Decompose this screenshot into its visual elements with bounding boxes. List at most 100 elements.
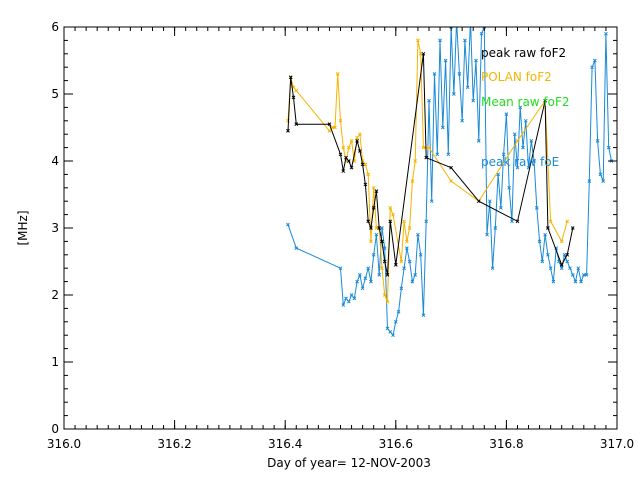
data-point [515, 219, 520, 224]
data-point [399, 286, 404, 291]
data-point [377, 273, 382, 277]
data-point [565, 219, 570, 224]
data-point [507, 185, 512, 190]
data-point [366, 219, 371, 224]
data-point [327, 128, 332, 133]
data-point [338, 118, 343, 123]
legend: peak raw foF2 POLAN foF2 Mean raw foF2 peak… [481, 46, 570, 169]
data-point [438, 38, 442, 43]
data-point [402, 266, 406, 271]
data-point [443, 58, 448, 63]
data-point [366, 172, 371, 177]
data-point [432, 72, 437, 76]
x-tick-label: 316.0 [47, 437, 81, 451]
y-tick-label: 1 [51, 355, 59, 369]
data-point [388, 219, 393, 224]
data-point [476, 199, 481, 204]
data-point [446, 152, 451, 157]
data-point [562, 252, 567, 257]
data-point [374, 232, 379, 237]
data-point [360, 286, 365, 291]
data-point [344, 296, 348, 301]
data-point [355, 139, 359, 143]
data-point [515, 165, 520, 170]
data-point [510, 219, 514, 224]
data-point [485, 232, 489, 237]
data-point [393, 319, 398, 324]
x-tick-label: 317.0 [600, 437, 634, 451]
data-point [606, 145, 611, 150]
data-point [551, 279, 556, 284]
data-point [327, 122, 332, 127]
data-point [532, 159, 536, 163]
data-point [338, 266, 343, 271]
data-point [546, 252, 550, 257]
data-point [540, 259, 545, 264]
data-point [463, 38, 467, 43]
data-point [413, 273, 418, 277]
data-point [601, 179, 606, 183]
data-point [604, 31, 608, 36]
data-point [460, 118, 465, 123]
data-point [382, 246, 387, 250]
data-point [493, 226, 498, 230]
data-point [421, 51, 426, 56]
data-point [416, 232, 420, 237]
data-point [559, 266, 564, 271]
tick-layer: 316.0 316.2 316.4 316.6 316.8 317.0 0 1 2 3 4 5 6 [47, 20, 634, 451]
series-peak-raw-foe [286, 27, 614, 338]
data-point [518, 105, 523, 110]
data-point [429, 199, 434, 204]
x-axis-label: Day of year= 12-NOV-2003 [267, 456, 431, 470]
y-tick-label: 2 [51, 288, 59, 302]
data-point [341, 169, 346, 173]
data-point [355, 279, 359, 284]
data-point [570, 273, 575, 277]
data-point [371, 252, 376, 257]
data-point [369, 279, 373, 284]
data-point [349, 139, 354, 143]
data-point [565, 252, 570, 257]
data-point [380, 239, 384, 244]
data-point [474, 58, 478, 63]
series-layer [286, 27, 614, 338]
data-point [363, 182, 368, 187]
data-point [534, 206, 539, 210]
data-point [388, 329, 393, 334]
data-point [346, 145, 351, 150]
x-tick-label: 316.4 [268, 437, 302, 451]
data-point [377, 226, 382, 230]
data-point [402, 219, 406, 224]
data-point [369, 226, 373, 230]
data-point [410, 179, 415, 183]
data-point [559, 239, 564, 244]
data-point [286, 222, 290, 227]
data-point [388, 206, 393, 210]
data-point [479, 31, 484, 36]
data-point [352, 296, 357, 301]
data-point [382, 293, 387, 297]
data-point [333, 125, 337, 130]
data-point [355, 135, 359, 140]
y-tick-label: 6 [51, 20, 59, 34]
data-point [371, 185, 376, 190]
y-tick-label: 5 [51, 87, 59, 101]
data-point [418, 51, 423, 56]
data-point [358, 149, 362, 153]
data-point [421, 313, 426, 317]
data-point [587, 179, 592, 183]
data-point [385, 273, 390, 277]
series-peak-raw-fof2 [286, 51, 575, 277]
data-point [543, 232, 547, 237]
data-point [487, 199, 492, 204]
data-point [499, 206, 503, 210]
data-point [424, 219, 429, 224]
legend-item-peak-raw-fof2: peak raw foF2 [481, 46, 566, 60]
data-point [341, 303, 346, 307]
data-point [407, 226, 412, 230]
data-point [358, 273, 362, 277]
x-tick-label: 316.6 [379, 437, 413, 451]
data-point [374, 189, 379, 194]
data-point [335, 72, 340, 76]
